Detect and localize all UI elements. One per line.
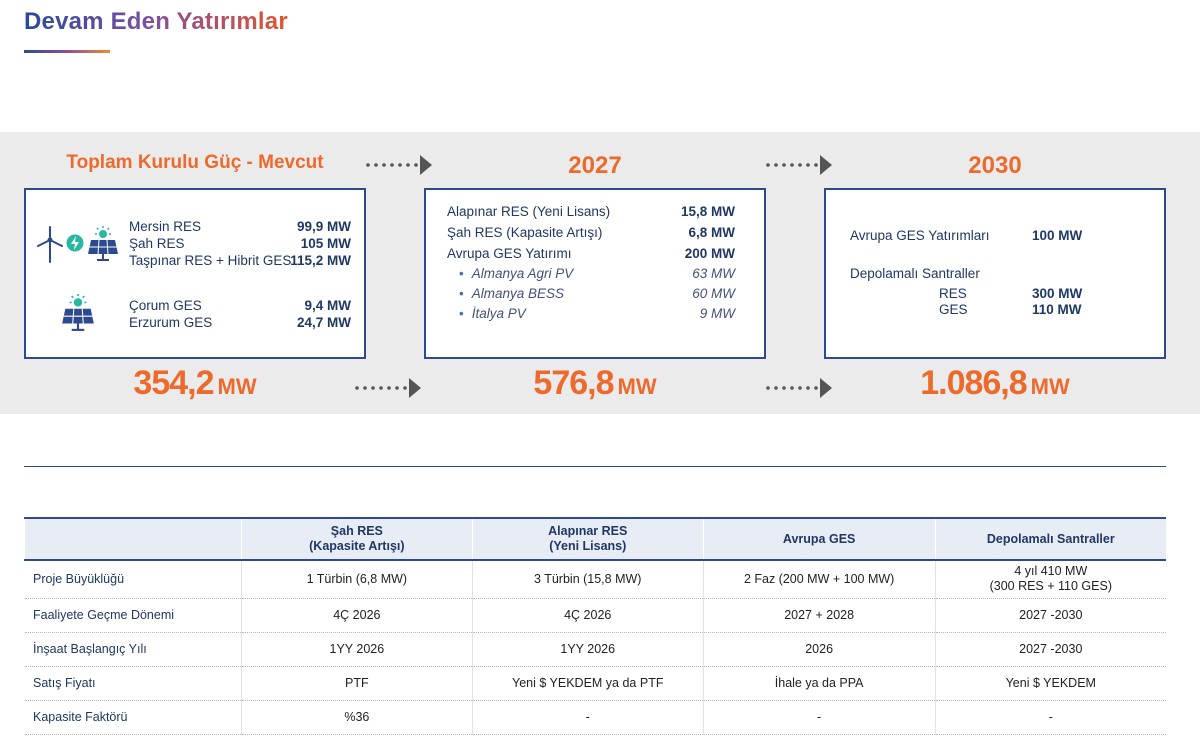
card-2030: Avrupa GES Yatırımları 100 MW Depolamalı … [824,188,1166,359]
table-cell: - [702,700,936,735]
table-cell: 3 Türbin (15,8 MW) [471,560,704,599]
table-row: Kapasite Faktörü %36 - - - [24,700,1166,735]
table-header-row: Şah RES (Kapasite Artışı) Alapınar RES (Ye… [24,517,1166,561]
bullet-icon: • [459,286,464,301]
card-current: Mersin RES 99,9 MW Şah RES 105 MW Taşpınar… [24,188,366,359]
table-header: Depolamalı Santraller [934,517,1166,561]
hybrid-bolt-icon [66,234,84,252]
row-label: Kapasite Faktörü [24,700,242,735]
table-cell: 2 Faz (200 MW + 100 MW) [702,560,936,599]
table-cell: 2027 + 2028 [702,598,936,633]
table-cell: - [934,700,1166,735]
table-cell: Yeni $ YEKDEM ya da PTF [471,666,704,701]
dotted-arrow-icon [366,155,432,175]
table-row: Proje Büyüklüğü 1 Türbin (6,8 MW) 3 Türb… [24,560,1166,599]
table-cell: İhale ya da PPA [702,666,936,701]
table-cell: %36 [240,700,473,735]
wind-turbine-icon [37,226,63,263]
page-title: Devam Eden Yatırımlar [24,8,288,35]
table-cell: Yeni $ YEKDEM [934,666,1166,701]
total-2030: 1.086,8 MW [920,364,1070,402]
card-2027: Alapınar RES (Yeni Lisans) 15,8 MW Şah RE… [424,188,766,359]
solar-panel-icon [88,226,118,261]
table-cell: PTF [240,666,473,701]
table-row: İnşaat Başlangıç Yılı 1YY 2026 1YY 2026 … [24,632,1166,667]
table-cell: 4Ç 2026 [471,598,704,633]
bullet-icon: • [459,266,464,281]
heading-2027: 2027 [568,152,622,179]
table-row: Satış Fiyatı PTF Yeni $ YEKDEM ya da PTF… [24,666,1166,701]
bullet-icon: • [459,306,464,321]
table-row: Faaliyete Geçme Dönemi 4Ç 2026 4Ç 2026 2… [24,598,1166,633]
table-cell: 2026 [702,632,936,667]
heading-current: Toplam Kurulu Güç - Mevcut [66,152,324,173]
table-cell: - [471,700,704,735]
row-label: Satış Fiyatı [24,666,242,701]
table-cell: 1YY 2026 [471,632,704,667]
table-cell: 1 Türbin (6,8 MW) [240,560,473,599]
heading-2030: 2030 [968,152,1022,179]
table-header-empty [24,517,242,561]
row-label: Proje Büyüklüğü [24,560,242,599]
table-cell: 2027 -2030 [934,632,1166,667]
table-header: Alapınar RES (Yeni Lisans) [471,517,704,561]
solar-panel-icon [62,294,94,331]
table-header: Şah RES (Kapasite Artışı) [240,517,473,561]
total-current: 354,2 MW [133,364,257,402]
row-label: Faaliyete Geçme Dönemi [24,598,242,633]
section-divider [24,466,1166,467]
table-cell: 4Ç 2026 [240,598,473,633]
dotted-arrow-icon [355,378,421,398]
table-cell: 4 yıl 410 MW (300 RES + 110 GES) [934,560,1166,599]
table-cell: 1YY 2026 [240,632,473,667]
total-2027: 576,8 MW [533,364,657,402]
table-header: Avrupa GES [702,517,936,561]
table-cell: 2027 -2030 [934,598,1166,633]
dotted-arrow-icon [766,155,832,175]
title-underline [24,50,110,53]
dotted-arrow-icon [766,378,832,398]
row-label: İnşaat Başlangıç Yılı [24,632,242,667]
projects-table: Şah RES (Kapasite Artışı) Alapınar RES (Ye… [24,517,1166,735]
